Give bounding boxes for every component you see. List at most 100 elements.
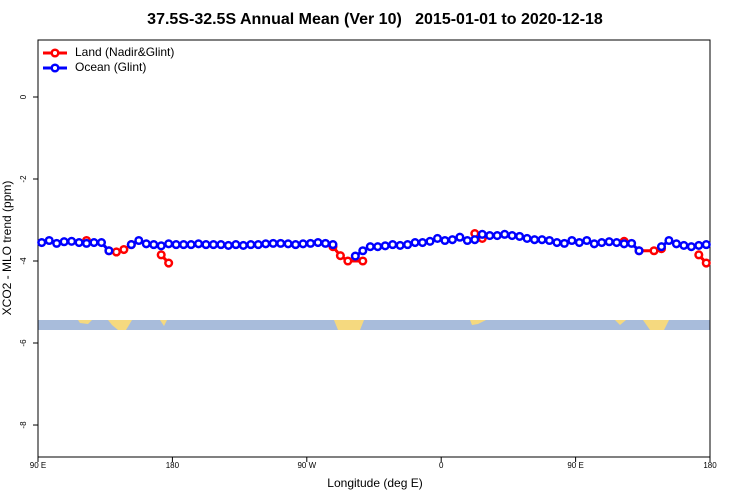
y-tick-label: -8 bbox=[19, 421, 28, 429]
x-tick-label: 90 E bbox=[567, 461, 583, 470]
point bbox=[440, 235, 450, 246]
point bbox=[417, 238, 428, 248]
legend-marker bbox=[50, 48, 60, 58]
point bbox=[208, 240, 219, 250]
point bbox=[694, 250, 704, 260]
point bbox=[529, 235, 540, 245]
point bbox=[455, 232, 465, 242]
point bbox=[544, 235, 555, 246]
legend-marker bbox=[50, 63, 60, 73]
point bbox=[186, 240, 196, 250]
point bbox=[111, 247, 121, 257]
point bbox=[67, 236, 77, 246]
point bbox=[701, 240, 711, 250]
point bbox=[358, 256, 368, 266]
point bbox=[567, 235, 577, 246]
point bbox=[671, 239, 681, 249]
point bbox=[193, 239, 204, 249]
point bbox=[604, 237, 614, 247]
point bbox=[216, 240, 226, 250]
point bbox=[492, 231, 502, 241]
x-tick-label: 90 E bbox=[30, 461, 46, 470]
point bbox=[298, 239, 308, 249]
point bbox=[365, 242, 375, 252]
point bbox=[179, 240, 189, 250]
point bbox=[686, 242, 696, 252]
y-tick-label: -4 bbox=[19, 257, 28, 265]
land-shape bbox=[470, 320, 486, 325]
point bbox=[238, 240, 248, 250]
map-strip bbox=[38, 320, 710, 330]
x-tick-label: 180 bbox=[703, 461, 717, 470]
point bbox=[74, 238, 84, 248]
point bbox=[96, 238, 107, 248]
point bbox=[358, 246, 368, 256]
point bbox=[328, 240, 338, 250]
point bbox=[350, 251, 360, 261]
point bbox=[537, 235, 547, 245]
point bbox=[612, 238, 622, 248]
legend-label: Ocean (Glint) bbox=[75, 60, 146, 74]
point bbox=[701, 258, 711, 268]
point bbox=[283, 239, 293, 249]
point bbox=[447, 235, 457, 245]
point bbox=[500, 229, 510, 239]
point bbox=[462, 235, 472, 246]
y-tick-label: -2 bbox=[19, 175, 28, 183]
point bbox=[261, 239, 271, 249]
point bbox=[627, 238, 637, 248]
ocean-strip bbox=[38, 320, 710, 330]
point bbox=[89, 238, 99, 248]
point bbox=[619, 239, 629, 249]
point bbox=[694, 240, 704, 250]
point bbox=[164, 239, 174, 249]
point bbox=[313, 238, 323, 248]
point bbox=[485, 231, 495, 241]
y-tick-label: -6 bbox=[19, 339, 28, 347]
point bbox=[52, 238, 62, 248]
point bbox=[335, 251, 345, 261]
point bbox=[515, 231, 525, 241]
land-shape bbox=[334, 320, 364, 330]
point bbox=[664, 235, 674, 246]
point bbox=[246, 240, 256, 250]
point bbox=[305, 238, 316, 248]
point bbox=[44, 235, 54, 246]
point bbox=[37, 238, 47, 248]
plot-frame bbox=[37, 39, 711, 458]
series-line bbox=[331, 245, 363, 263]
point bbox=[388, 240, 398, 250]
point bbox=[582, 235, 592, 246]
point bbox=[81, 238, 92, 248]
legend-label: Land (Nadir&Glint) bbox=[75, 45, 174, 59]
point bbox=[171, 240, 181, 250]
point bbox=[126, 240, 136, 250]
point bbox=[223, 240, 233, 250]
point bbox=[574, 238, 584, 248]
point bbox=[597, 238, 607, 248]
y-tick-label: 0 bbox=[19, 94, 28, 99]
land-shape bbox=[78, 320, 92, 324]
point bbox=[156, 241, 166, 251]
land-shape bbox=[615, 320, 626, 325]
point bbox=[395, 240, 405, 250]
point bbox=[656, 242, 667, 252]
point bbox=[373, 242, 383, 252]
point bbox=[253, 240, 263, 250]
point bbox=[343, 256, 353, 266]
point bbox=[141, 239, 151, 249]
point bbox=[552, 238, 562, 248]
point bbox=[231, 240, 241, 250]
x-axis-label: Longitude (deg E) bbox=[327, 476, 422, 490]
point bbox=[589, 239, 599, 249]
point bbox=[634, 246, 644, 256]
land-shape bbox=[643, 320, 669, 330]
point bbox=[156, 250, 166, 260]
point bbox=[403, 240, 413, 250]
point bbox=[291, 240, 301, 250]
point bbox=[507, 231, 517, 241]
point bbox=[425, 236, 435, 246]
point bbox=[276, 238, 286, 248]
x-tick-label: 90 W bbox=[297, 461, 316, 470]
